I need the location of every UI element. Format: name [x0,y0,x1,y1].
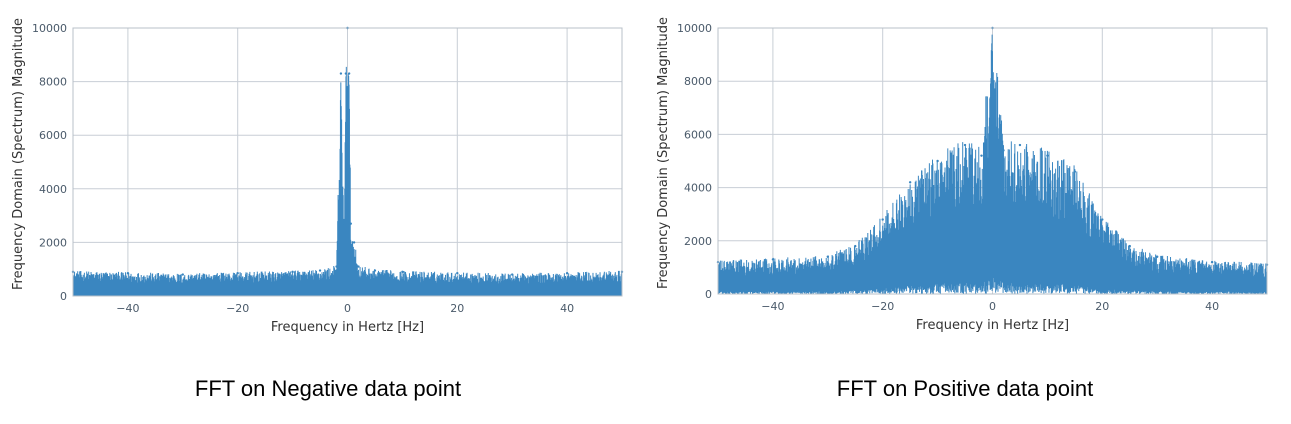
y-tick-label: 8000 [39,76,67,89]
x-tick-label: −20 [226,302,249,315]
data-point [980,154,983,157]
y-tick-label: 4000 [684,182,712,195]
data-point [826,255,829,258]
data-point [771,258,775,261]
y-axis-label: Frequency Domain (Spectrum) Magnitude [11,18,26,290]
y-tick-label: 10000 [677,22,712,35]
right-caption: FFT on Positive data point [836,376,1094,401]
data-point [881,218,884,221]
data-point [963,143,967,147]
plot-frame [72,27,623,297]
data-point [401,270,404,274]
y-tick-label: 10000 [32,22,67,35]
spectrum-path [72,66,623,296]
right-chart: −40 −20 0 20 40 0 2000 4000 6000 8000 10000 Frequen… [656,17,1269,333]
data-point [908,181,912,184]
y-axis-label: Frequency Domain (Spectrum) Magnitude [656,17,671,289]
left-chart: −40 −20 0 20 40 0 2000 4000 6000 8000 10000 Frequen… [11,18,624,335]
data-point [347,72,351,75]
left-caption: FFT on Negative data point [194,376,462,401]
data-point [181,273,184,276]
data-point [373,269,377,272]
y-tick-label: 6000 [39,129,67,142]
y-tick-label: 0 [60,290,67,303]
data-point [936,159,939,163]
data-point [1156,255,1159,258]
data-point [357,265,360,268]
x-axis-label: Frequency in Hertz [Hz] [271,320,424,335]
y-tick-label: 2000 [39,236,67,249]
y-tick-label: 4000 [39,183,67,196]
x-tick-label: −40 [116,302,139,315]
x-tick-label: 0 [989,300,996,313]
data-point [1210,260,1214,264]
data-point [1073,170,1077,173]
data-point [1018,143,1022,147]
x-tick-label: 20 [1095,300,1109,313]
y-tick-label: 0 [705,288,712,301]
data-point [343,222,346,225]
x-axis-label: Frequency in Hertz [Hz] [916,318,1069,333]
x-tick-label: 40 [1205,300,1219,313]
data-point [1128,244,1131,248]
plot-frame [717,27,1268,295]
y-tick-label: 2000 [684,235,712,248]
x-tick-label: −40 [761,300,784,313]
x-tick-label: 40 [560,302,574,315]
data-point [565,272,569,275]
x-tick-label: −20 [871,300,894,313]
data-point [349,222,352,225]
data-point [236,272,239,275]
data-point [1002,149,1005,152]
data-point [318,269,322,272]
data-point [854,244,857,248]
data-point [344,72,348,75]
data-point [1101,218,1104,221]
data-point [291,270,294,274]
left-chart-panel: −40 −20 0 20 40 0 2000 4000 6000 8000 10000 Frequen… [0,0,640,345]
data-point [1046,154,1049,157]
x-tick-label: 0 [344,302,351,315]
right-chart-panel: −40 −20 0 20 40 0 2000 4000 6000 8000 10000 Frequen… [645,0,1285,345]
spectrum-path [717,34,1268,294]
data-point [456,272,459,275]
x-tick-label: 20 [450,302,464,315]
y-tick-label: 6000 [684,128,712,141]
data-point [339,72,343,75]
data-point [352,241,356,244]
data-point [126,272,130,275]
data-point [335,265,338,268]
data-point [511,273,514,276]
spectrum-series [716,26,1269,294]
y-tick-label: 8000 [684,75,712,88]
